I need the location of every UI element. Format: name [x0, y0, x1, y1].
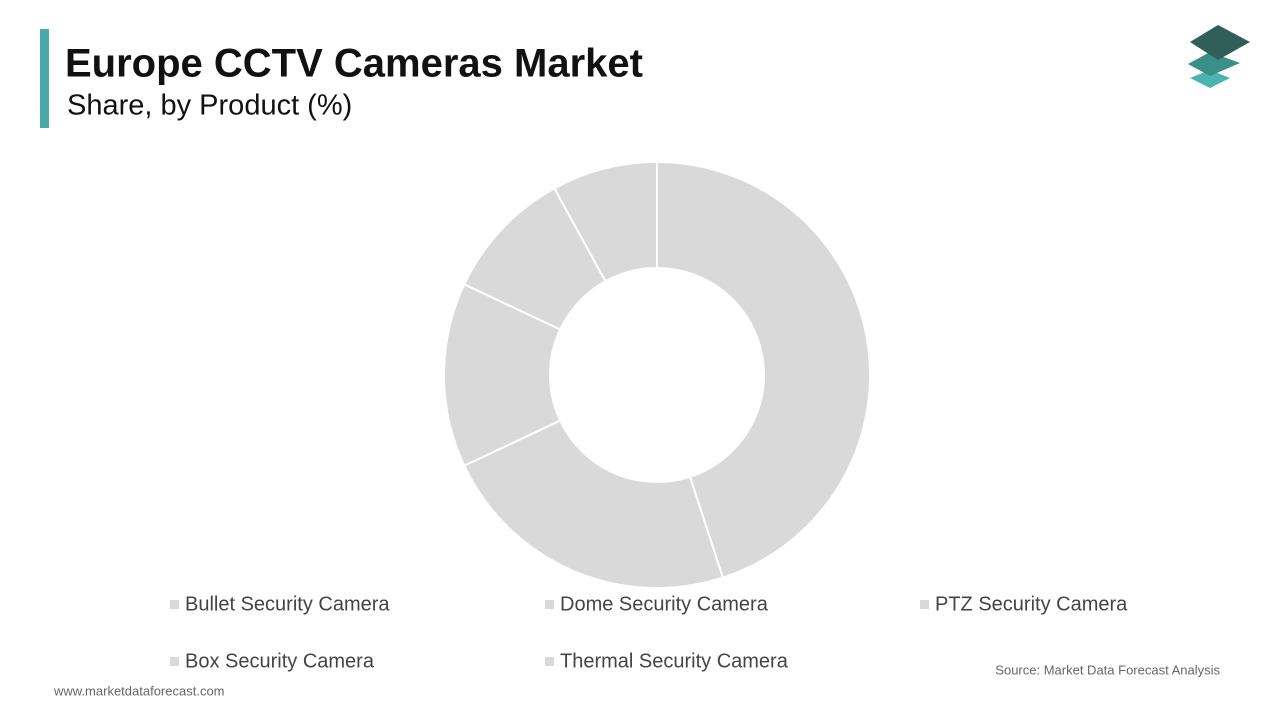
legend-label: Thermal Security Camera [560, 650, 789, 672]
legend-marker [545, 657, 554, 666]
legend-label: PTZ Security Camera [935, 593, 1128, 615]
donut-slice [443, 282, 562, 468]
legend-label: Dome Security Camera [560, 593, 769, 615]
legend-label: Bullet Security Camera [185, 593, 390, 615]
donut-slice [656, 160, 871, 579]
donut-slice [462, 419, 725, 589]
chart-subtitle: Share, by Product (%) [67, 90, 352, 122]
legend-label: Box Security Camera [185, 650, 375, 672]
website: www.marketdataforecast.com [53, 683, 225, 698]
legend-marker [920, 600, 929, 609]
donut-slice [553, 160, 658, 283]
chart-title: Europe CCTV Cameras Market [65, 42, 643, 86]
legend-marker [545, 600, 554, 609]
source: Source: Market Data Forecast Analysis [995, 662, 1220, 677]
legend-marker [170, 657, 179, 666]
title-accent [40, 29, 49, 128]
logo [1188, 25, 1250, 88]
legend-marker [170, 600, 179, 609]
